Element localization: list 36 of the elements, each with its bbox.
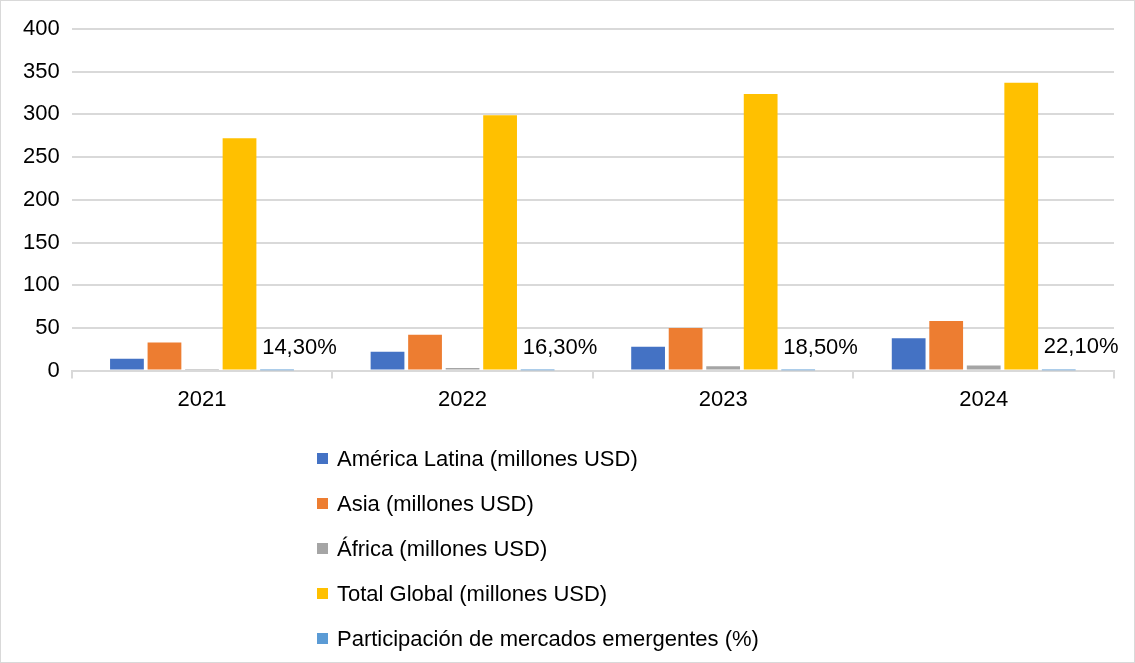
legend-label: Participación de mercados emergentes (%) <box>337 625 759 652</box>
bar <box>408 334 442 370</box>
y-tick-label: 150 <box>22 228 60 254</box>
y-tick-label: 0 <box>47 356 60 382</box>
y-tick-label: 100 <box>22 271 60 297</box>
bar <box>743 93 778 370</box>
y-tick-label: 50 <box>35 313 60 339</box>
data-label: 22,10% <box>1043 333 1119 359</box>
legend-label: Total Global (millones USD) <box>337 580 608 607</box>
bar <box>891 338 926 370</box>
bar <box>483 115 517 370</box>
data-label: 18,50% <box>783 333 858 359</box>
y-tick-label: 350 <box>22 57 60 83</box>
x-tick-label: 2023 <box>698 385 748 411</box>
legend-label: Asia (millones USD) <box>337 490 534 517</box>
bar <box>631 346 665 370</box>
data-label: 16,30% <box>522 333 598 359</box>
bar <box>966 365 1001 370</box>
bar <box>929 321 964 370</box>
bar <box>222 138 257 370</box>
y-tick-label: 400 <box>22 15 60 41</box>
bar <box>668 327 703 370</box>
x-tick-label: 2024 <box>959 385 1009 411</box>
y-tick-label: 250 <box>22 143 60 169</box>
legend-label: América Latina (millones USD) <box>337 445 638 472</box>
bar <box>110 358 144 370</box>
y-tick-label: 200 <box>22 185 60 211</box>
bar <box>1004 82 1039 370</box>
data-label: 14,30% <box>262 333 337 359</box>
bar <box>706 366 741 370</box>
bar <box>370 351 405 370</box>
x-tick-label: 2021 <box>177 385 227 411</box>
x-tick-label: 2022 <box>438 385 488 411</box>
bar <box>147 342 182 370</box>
legend-label: África (millones USD) <box>337 535 548 562</box>
y-tick-label: 300 <box>22 100 60 126</box>
